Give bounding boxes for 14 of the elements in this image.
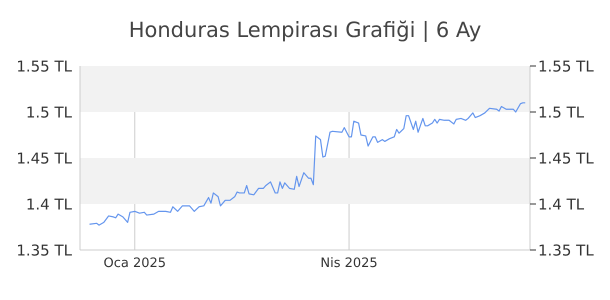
x-tick-label: Oca 2025: [103, 256, 166, 272]
y2-tick-label: 1.45 TL: [538, 149, 594, 168]
y-tick-label: 1.55 TL: [16, 57, 73, 76]
y-tick-label: 1.5 TL: [26, 103, 73, 122]
y-tick-label: 1.35 TL: [16, 241, 73, 260]
y2-tick-label: 1.4 TL: [538, 195, 585, 214]
y-tick-label: 1.4 TL: [26, 195, 73, 214]
y2-tick-label: 1.35 TL: [538, 241, 594, 260]
line-series: [88, 102, 526, 226]
x-tick-label: Nis 2025: [320, 256, 378, 272]
y2-tick-label: 1.55 TL: [538, 57, 594, 76]
y2-tick-label: 1.5 TL: [538, 103, 585, 122]
chart-title: Honduras Lempirası Grafiği | 6 Ay: [128, 17, 482, 44]
y-tick-label: 1.45 TL: [16, 149, 73, 168]
